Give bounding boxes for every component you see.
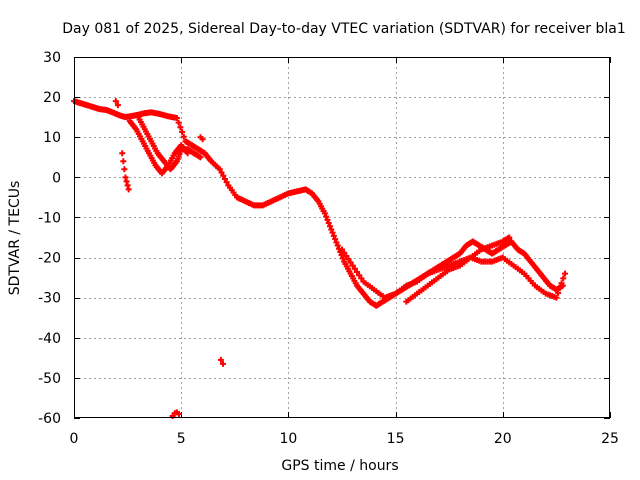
series-branch-c: [339, 246, 568, 301]
data-point: [125, 186, 132, 193]
y-axis-label: SDTVAR / TECUs: [7, 181, 23, 296]
data-point: [347, 259, 354, 266]
x-tick-labels: 0 5 10 15 20 25: [70, 431, 619, 447]
data-point: [197, 154, 204, 161]
data-point: [216, 166, 223, 173]
grid-lines: [74, 57, 610, 418]
data-point: [124, 182, 131, 189]
y-tick-label: -60: [38, 411, 61, 427]
series-outliers: [112, 98, 227, 419]
data-point: [321, 210, 328, 217]
y-tick-label: -30: [38, 291, 61, 307]
data-point: [349, 262, 356, 269]
data-point: [354, 268, 361, 275]
data-point: [553, 294, 560, 301]
series-branch-d: [403, 234, 513, 305]
data-point: [179, 128, 186, 135]
data-point: [339, 255, 346, 262]
data-point: [112, 98, 119, 105]
x-tick-label: 5: [177, 431, 186, 447]
data-point: [176, 410, 183, 417]
data-point: [324, 216, 331, 223]
x-axis-label: GPS time / hours: [281, 458, 398, 474]
data-point: [199, 136, 206, 143]
data-points: [71, 98, 568, 419]
data-point: [561, 270, 568, 277]
data-point: [358, 275, 365, 282]
data-point: [556, 285, 563, 292]
y-tick-label: -10: [38, 210, 61, 226]
y-tick-label: -20: [38, 251, 61, 267]
x-tick-label: 10: [279, 431, 297, 447]
data-point: [175, 119, 182, 126]
data-point: [351, 265, 358, 272]
y-tick-label: 30: [43, 50, 61, 66]
data-point: [121, 166, 128, 173]
data-point: [184, 150, 191, 157]
y-tick-labels: 30 20 10 0 -10 -20 -30 -40 -50 -60: [38, 50, 61, 427]
data-point: [173, 114, 180, 121]
data-point: [223, 179, 230, 186]
x-tick-label: 20: [494, 431, 512, 447]
y-tick-label: 10: [43, 130, 61, 146]
data-point: [123, 178, 130, 185]
data-point: [334, 242, 341, 249]
data-point: [325, 220, 332, 227]
x-tick-label: 15: [387, 431, 405, 447]
data-point: [326, 223, 333, 230]
data-point: [180, 133, 187, 140]
data-point: [339, 246, 345, 253]
data-point: [345, 256, 352, 263]
y-tick-label: -40: [38, 331, 61, 347]
series-branch-b: [126, 118, 191, 177]
y-tick-label: -50: [38, 371, 61, 387]
data-point: [217, 356, 224, 363]
data-point: [122, 174, 129, 181]
data-point: [329, 229, 336, 236]
data-point: [333, 239, 340, 246]
data-point: [341, 249, 348, 256]
data-point: [328, 226, 335, 233]
data-point: [114, 102, 121, 109]
data-point: [218, 169, 225, 176]
data-point: [343, 252, 350, 259]
data-point: [177, 124, 184, 131]
data-point: [220, 360, 227, 367]
x-tick-label: 25: [601, 431, 619, 447]
y-tick-label: 20: [43, 90, 61, 106]
data-point: [560, 275, 567, 282]
data-point: [330, 232, 337, 239]
x-tick-label: 0: [70, 431, 79, 447]
data-point: [555, 289, 562, 296]
data-point: [558, 280, 565, 287]
data-point: [332, 236, 339, 243]
data-point: [120, 158, 127, 165]
data-point: [323, 213, 330, 220]
data-point: [506, 234, 513, 241]
plot-frame: [74, 57, 610, 418]
data-point: [220, 172, 227, 179]
chart-title: Day 081 of 2025, Sidereal Day-to-day VTE…: [62, 21, 625, 37]
data-point: [356, 272, 363, 279]
series-main: [71, 98, 566, 309]
y-tick-label: 0: [52, 170, 61, 186]
data-point: [221, 175, 228, 182]
data-point: [119, 150, 126, 157]
